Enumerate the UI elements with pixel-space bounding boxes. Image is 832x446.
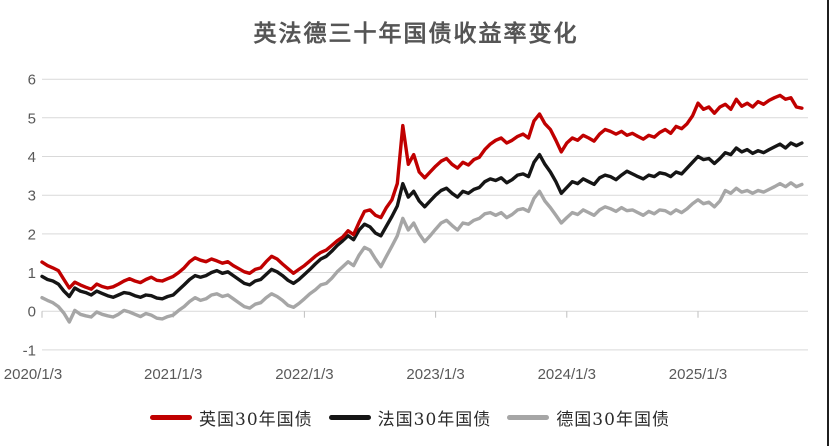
x-tick-label: 2023/1/3	[406, 366, 464, 383]
x-tick-label: 2020/1/3	[4, 366, 62, 383]
legend-item-uk-30y: 英国30年国债	[150, 405, 313, 430]
x-tick-label: 2024/1/3	[538, 366, 596, 383]
y-tick-label: 2	[28, 226, 36, 243]
y-tick-label: 6	[28, 72, 36, 89]
x-axis-labels: 2020/1/3 2021/1/3 2022/1/3 2023/1/3 2024/1/3…	[4, 311, 727, 383]
x-tick-label: 2025/1/3	[669, 366, 727, 383]
x-tick-label: 2022/1/3	[275, 366, 333, 383]
legend-label: 法国30年国债	[377, 410, 492, 430]
right-border-line	[827, 0, 829, 446]
legend-label: 英国30年国债	[199, 410, 313, 430]
legend-label: 德国30年国债	[556, 410, 670, 430]
series-line-germany-30y	[40, 181, 804, 324]
legend-swatch-germany-30y	[507, 415, 550, 420]
series-line-france-30y	[40, 141, 804, 301]
legend-item-france-30y: 法国30年国债	[328, 405, 492, 430]
y-axis-labels: 6 5 4 3 2 1 0 -1	[23, 72, 36, 360]
y-tick-label: -1	[23, 342, 36, 359]
legend-swatch-uk-30y	[150, 415, 193, 420]
y-tick-label: 0	[28, 304, 36, 321]
y-tick-label: 1	[28, 265, 36, 282]
legend-item-germany-30y: 德国30年国债	[507, 405, 670, 430]
x-tick-label: 2021/1/3	[144, 366, 202, 383]
series-line-uk-30y	[40, 93, 804, 291]
y-tick-label: 5	[28, 110, 36, 127]
gridlines	[42, 78, 808, 351]
legend: 英国30年国债 法国30年国债 德国30年国债	[0, 405, 820, 430]
y-tick-label: 3	[28, 188, 36, 205]
chart-title: 英法德三十年国债收益率变化	[253, 20, 579, 47]
y-tick-label: 4	[28, 149, 36, 166]
legend-swatch-france-30y	[328, 415, 371, 420]
